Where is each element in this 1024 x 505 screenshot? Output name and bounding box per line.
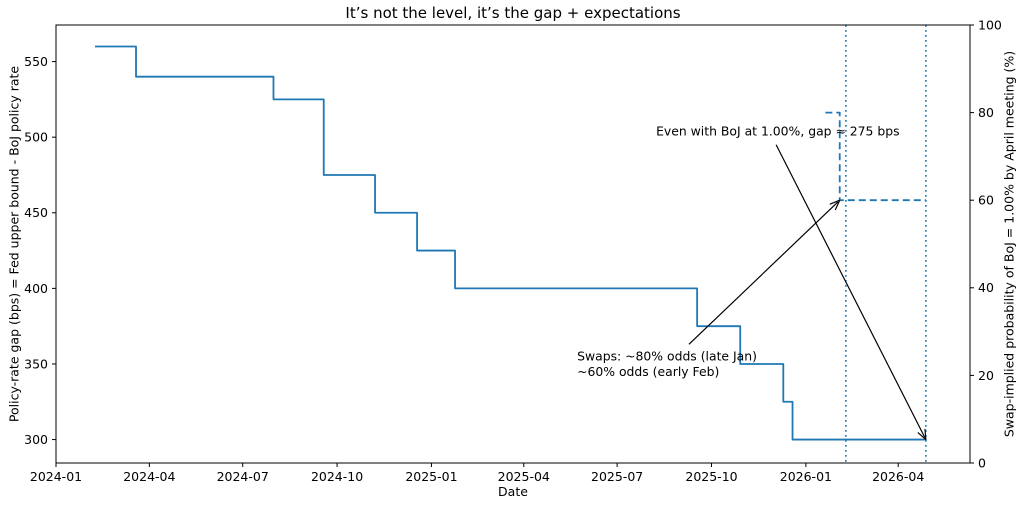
y-right-tick-label: 60 — [978, 193, 994, 208]
chart-title: It’s not the level, it’s the gap + expec… — [345, 4, 680, 22]
x-tick-label: 2026-04 — [872, 469, 924, 484]
y-right-tick-label: 40 — [978, 280, 994, 295]
x-tick-label: 2025-10 — [685, 469, 737, 484]
y-left-tick-label: 500 — [24, 130, 48, 145]
y-right-tick-label: 80 — [978, 105, 994, 120]
probability-dashed-line — [825, 111, 926, 202]
annotation-text-line: Swaps: ~80% odds (late Jan) — [577, 349, 757, 364]
annotation-arrow — [775, 144, 926, 438]
y-right-tick-label: 20 — [978, 368, 994, 383]
x-tick-label: 2024-01 — [30, 469, 82, 484]
tick-layer: 2024-01 2024-04 2024-07 2024-10 2025-01 2025-… — [24, 17, 1002, 484]
annotation-layer: Even with BoJ at 1.00%, gap ≈ 275 bps Swa… — [577, 124, 927, 441]
vline-layer — [845, 25, 927, 463]
x-axis-label: Date — [498, 484, 528, 499]
x-tick-label: 2024-10 — [311, 469, 363, 484]
x-tick-label: 2025-04 — [498, 469, 550, 484]
annotation-arrowhead — [829, 199, 841, 211]
series-layer — [94, 45, 926, 441]
y-left-tick-label: 350 — [24, 356, 48, 371]
y-left-tick-label: 450 — [24, 205, 48, 220]
y-right-tick-label: 0 — [978, 455, 986, 470]
annotation-arrowhead — [917, 428, 927, 441]
y-left-tick-label: 550 — [24, 54, 48, 69]
y-left-tick-label: 300 — [24, 432, 48, 447]
plot-border — [55, 24, 971, 464]
x-tick-label: 2024-04 — [123, 469, 175, 484]
annotation-arrow — [688, 201, 839, 345]
y-left-tick-label: 400 — [24, 281, 48, 296]
x-tick-label: 2025-01 — [405, 469, 457, 484]
annotation-text-line: Even with BoJ at 1.00%, gap ≈ 275 bps — [656, 124, 899, 139]
x-tick-label: 2024-07 — [217, 469, 269, 484]
x-tick-label: 2026-01 — [780, 469, 832, 484]
plot-area — [56, 25, 970, 463]
x-tick-label: 2025-07 — [591, 469, 643, 484]
y-left-axis-label: Policy-rate gap (bps) = Fed upper bound … — [7, 66, 22, 423]
gap-step-line — [94, 45, 926, 441]
y-right-tick-label: 100 — [978, 17, 1002, 32]
annotation-text-line: ~60% odds (early Feb) — [577, 364, 719, 379]
y-right-axis-label: Swap-implied probability of BoJ = 1.00% … — [1002, 51, 1017, 437]
